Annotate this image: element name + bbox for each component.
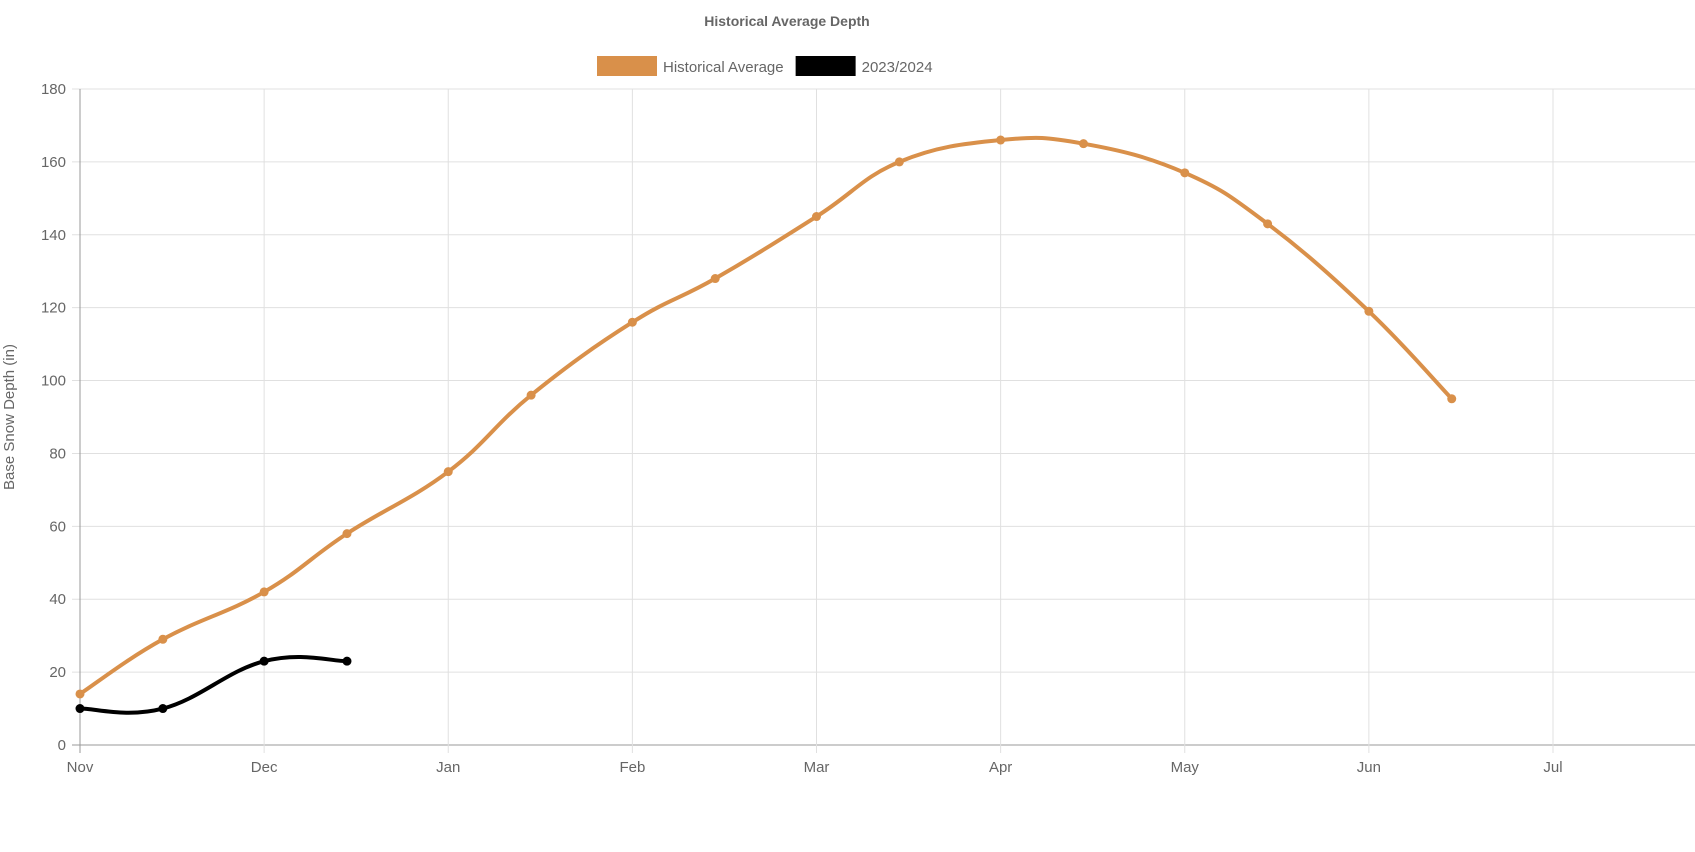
legend-label: 2023/2024 xyxy=(862,59,933,76)
y-tick-label: 0 xyxy=(58,737,66,754)
data-point xyxy=(158,704,168,714)
data-point xyxy=(1180,168,1190,178)
x-tick-label: May xyxy=(1171,759,1200,776)
legend: Historical Average 2023/2024 xyxy=(597,56,933,76)
y-tick-label: 100 xyxy=(41,373,66,390)
x-tick-label: Feb xyxy=(619,759,645,776)
legend-swatch xyxy=(795,56,856,76)
x-tick-label: Jan xyxy=(436,759,460,776)
series-line xyxy=(79,654,348,715)
x-tick-label: Apr xyxy=(989,759,1012,776)
data-point xyxy=(342,529,352,539)
data-point xyxy=(1263,219,1273,229)
y-axis-label: Base Snow Depth (in) xyxy=(1,344,18,490)
legend-label: Historical Average xyxy=(663,59,784,76)
series-layer xyxy=(75,135,1457,715)
y-tick-label: 60 xyxy=(49,518,66,535)
data-point xyxy=(158,634,168,644)
data-point xyxy=(627,317,637,327)
x-tick-label: Mar xyxy=(804,759,830,776)
y-tick-label: 180 xyxy=(41,81,66,98)
data-point xyxy=(342,656,352,666)
axes: 0 20 40 60 80 100 120 140 160 180 Nov Dec Jan Feb Mar A… xyxy=(41,81,1563,776)
y-tick-label: 160 xyxy=(41,154,66,171)
y-tick-label: 80 xyxy=(49,445,66,462)
x-tick-label: Jun xyxy=(1357,759,1381,776)
series-line xyxy=(78,135,1454,696)
x-tick-label: Jul xyxy=(1543,759,1562,776)
data-point xyxy=(812,212,821,222)
grid xyxy=(72,88,1695,753)
data-point xyxy=(526,390,536,400)
data-point xyxy=(259,656,269,666)
data-point xyxy=(996,135,1006,145)
chart-title: Historical Average Depth xyxy=(704,13,869,29)
y-tick-label: 20 xyxy=(49,664,66,681)
data-point xyxy=(443,467,453,477)
data-point xyxy=(75,689,85,699)
x-tick-label: Nov xyxy=(67,759,94,776)
y-tick-label: 40 xyxy=(49,591,66,608)
data-point xyxy=(894,157,904,167)
y-tick-label: 140 xyxy=(41,227,66,244)
x-tick-label: Dec xyxy=(251,759,278,776)
data-point xyxy=(1078,139,1088,149)
data-point xyxy=(710,274,720,284)
data-point xyxy=(259,587,269,597)
y-tick-label: 120 xyxy=(41,300,66,317)
legend-swatch xyxy=(597,56,657,76)
data-point xyxy=(75,704,85,714)
data-point xyxy=(1447,394,1457,404)
data-point xyxy=(1364,306,1374,316)
